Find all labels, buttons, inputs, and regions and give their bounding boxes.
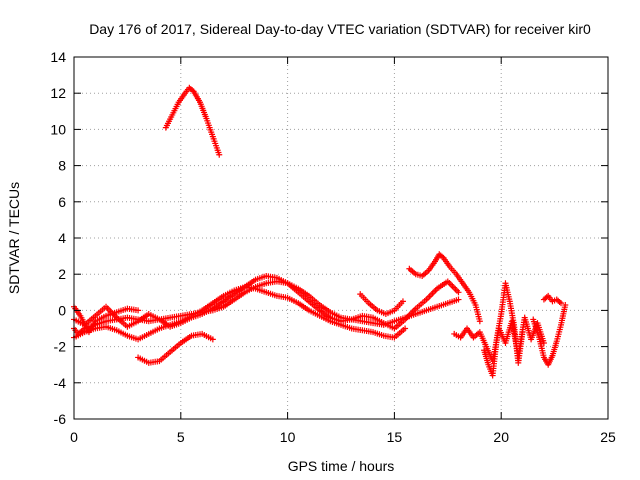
data-point (209, 336, 216, 343)
y-tick-label: -6 (54, 411, 67, 427)
series-track-g (406, 251, 483, 325)
x-tick-label: 25 (600, 429, 616, 445)
axis-ticks (73, 56, 609, 420)
x-tick-label: 0 (70, 429, 78, 445)
y-tick-label: 0 (58, 302, 66, 318)
y-tick-label: 6 (58, 194, 66, 210)
y-axis-title: SDTVAR / TECUs (6, 182, 22, 294)
data-point (519, 329, 526, 336)
data-point (399, 298, 406, 305)
data-point (135, 307, 142, 314)
x-tick-label: 5 (177, 429, 185, 445)
data-point (476, 318, 483, 325)
series-track-e (135, 330, 216, 366)
y-tick-label: -4 (54, 375, 67, 391)
y-tick-label: 10 (50, 121, 66, 137)
x-tick-label: 10 (280, 429, 296, 445)
data-point (216, 151, 223, 158)
y-tick-label: 14 (50, 49, 66, 65)
data-point (455, 296, 462, 303)
data-point (558, 300, 565, 307)
series-track-k (540, 292, 565, 307)
data-point (402, 325, 409, 332)
data-markers (71, 84, 569, 379)
y-tick-label: 4 (58, 230, 66, 246)
y-tick-labels: -6 -4 -2 0 2 4 6 8 10 12 14 (50, 49, 66, 427)
grid (74, 57, 608, 419)
series-track-high-arc (162, 84, 223, 158)
data-point (455, 289, 462, 296)
y-tick-label: 2 (58, 266, 66, 282)
y-tick-label: 12 (50, 85, 66, 101)
series-track-i (481, 280, 526, 379)
series-track-f (357, 291, 406, 318)
y-tick-label: 8 (58, 158, 66, 174)
x-tick-label: 20 (493, 429, 509, 445)
x-tick-label: 15 (387, 429, 403, 445)
x-tick-labels: 0 5 10 15 20 25 (70, 429, 616, 445)
series-track-j (530, 301, 569, 368)
x-axis-title: GPS time / hours (288, 458, 395, 474)
chart-title: Day 176 of 2017, Sidereal Day-to-day VTE… (89, 21, 591, 37)
y-tick-label: -2 (54, 339, 67, 355)
data-point (540, 339, 547, 346)
data-point (562, 301, 569, 308)
series-track-c (71, 283, 409, 343)
